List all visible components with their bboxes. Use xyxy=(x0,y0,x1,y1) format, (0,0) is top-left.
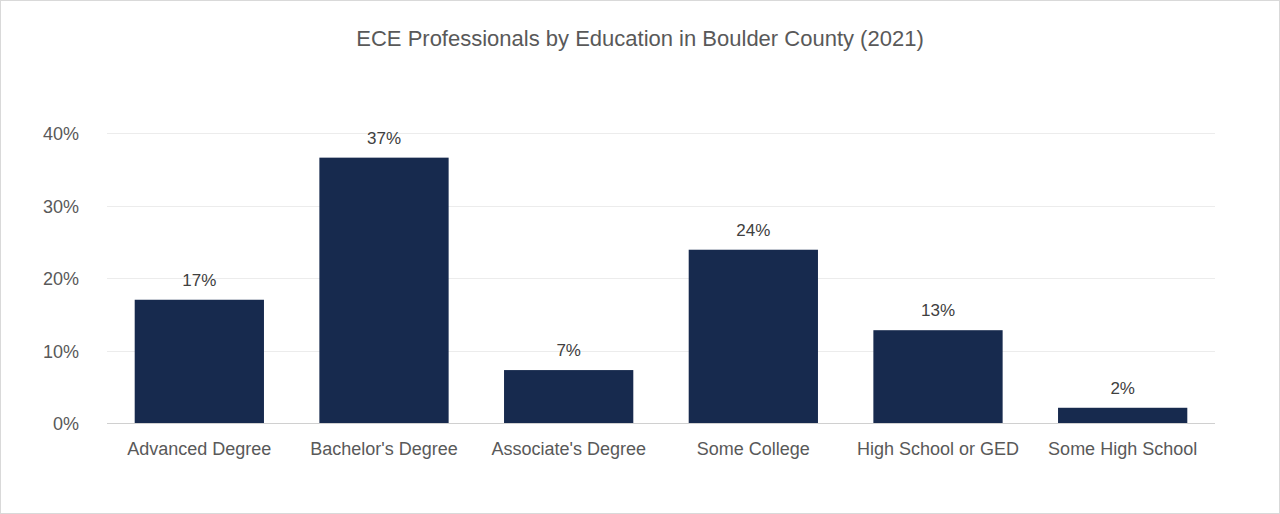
grid-line xyxy=(107,423,1215,424)
y-tick-label: 0% xyxy=(53,414,79,434)
bar xyxy=(689,250,818,423)
grid-line xyxy=(107,351,1215,352)
x-tick-label: Advanced Degree xyxy=(127,439,271,459)
data-label: 37% xyxy=(367,129,401,148)
x-tick-label: Associate's Degree xyxy=(491,439,646,459)
data-label: 17% xyxy=(182,271,216,290)
bar xyxy=(873,330,1002,423)
grid-line xyxy=(107,206,1215,207)
y-axis: 0% 10% 20% 30% 40% xyxy=(43,124,79,434)
chart-title: ECE Professionals by Education in Boulde… xyxy=(356,26,923,51)
data-label: 7% xyxy=(556,341,581,360)
grid-line xyxy=(107,278,1215,279)
chart-svg: ECE Professionals by Education in Boulde… xyxy=(0,0,1280,514)
data-label: 24% xyxy=(736,221,770,240)
x-tick-label: High School or GED xyxy=(857,439,1019,459)
bar xyxy=(319,158,448,423)
bars xyxy=(135,158,1188,423)
data-label: 13% xyxy=(921,301,955,320)
bar xyxy=(504,370,633,423)
y-tick-label: 40% xyxy=(43,124,79,144)
y-tick-label: 30% xyxy=(43,197,79,217)
y-tick-label: 20% xyxy=(43,269,79,289)
chart-container: ECE Professionals by Education in Boulde… xyxy=(0,0,1280,514)
x-tick-label: Some College xyxy=(697,439,810,459)
chart-frame xyxy=(1,1,1280,514)
data-label: 2% xyxy=(1110,379,1135,398)
x-tick-label: Some High School xyxy=(1048,439,1197,459)
x-tick-label: Bachelor's Degree xyxy=(310,439,458,459)
bar xyxy=(135,300,264,423)
y-tick-label: 10% xyxy=(43,342,79,362)
grid-line xyxy=(107,133,1215,134)
bar xyxy=(1058,408,1187,423)
grid xyxy=(107,134,1215,424)
labels: 17% Advanced Degree 37% Bachelor's Degree 7%… xyxy=(127,129,1197,459)
